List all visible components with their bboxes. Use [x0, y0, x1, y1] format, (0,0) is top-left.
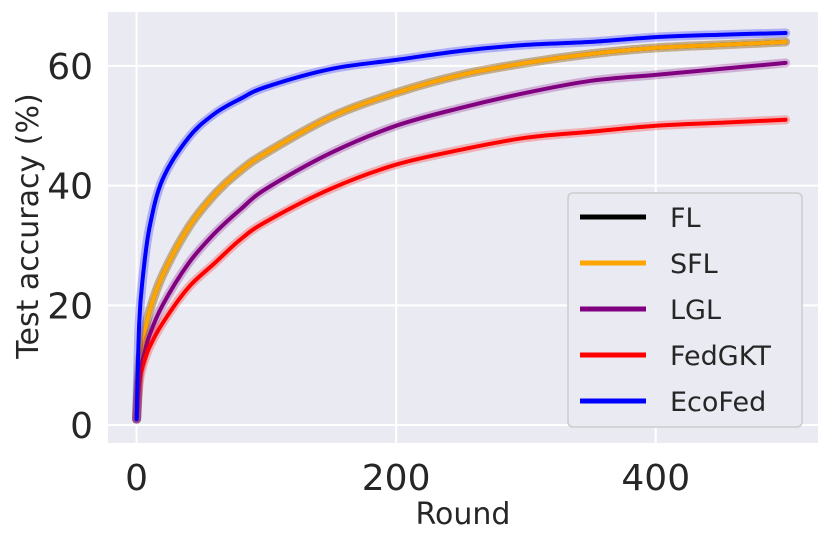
y-tick-label: 0 [70, 406, 93, 447]
x-tick-label: 0 [125, 458, 148, 499]
y-tick-label: 20 [47, 286, 93, 327]
y-tick-label: 60 [47, 47, 93, 88]
series-line-lgl [134, 60, 788, 422]
x-tick-label: 200 [362, 458, 431, 499]
series-line-fedgkt [134, 117, 788, 422]
x-axis-label: Round [416, 497, 511, 532]
y-axis-label: Test accuracy (%) [11, 93, 46, 359]
tick-labels: 0 200 400 0 20 40 60 [47, 47, 690, 499]
legend: FL SFL LGL FedGKT EcoFed [567, 192, 803, 428]
legend-label: LGL [670, 295, 721, 326]
legend-label: FL [670, 203, 701, 234]
series-layer [132, 28, 791, 424]
legend-label: SFL [670, 249, 718, 280]
series-line-sfl [134, 39, 788, 422]
x-tick-label: 400 [621, 458, 690, 499]
legend-label: FedGKT [670, 341, 771, 372]
legend-box [567, 192, 803, 428]
legend-label: EcoFed [670, 387, 766, 418]
series-line-ecofed [134, 31, 788, 422]
y-tick-label: 40 [47, 167, 93, 208]
